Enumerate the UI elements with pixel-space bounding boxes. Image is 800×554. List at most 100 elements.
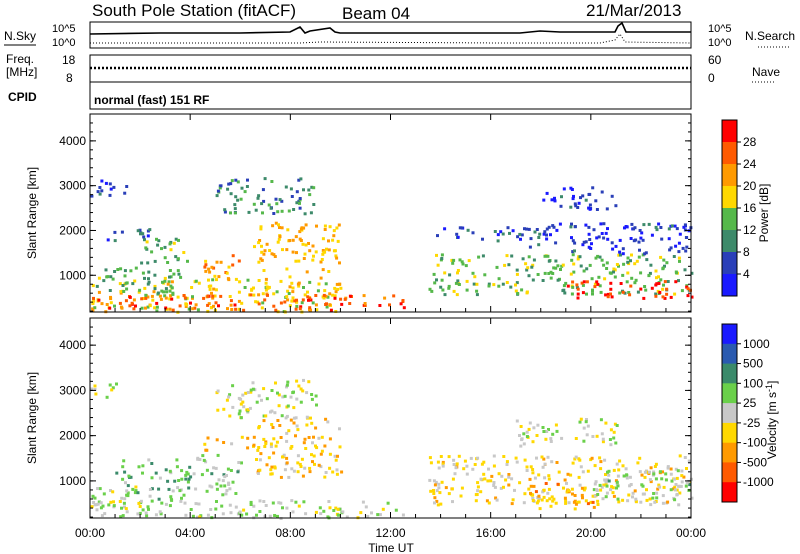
power-cell (602, 222, 606, 226)
power-cell (536, 273, 540, 276)
velocity-cell (538, 507, 542, 511)
velocity-cell (653, 465, 657, 468)
power-colorbar-tick-label: 28 (743, 135, 757, 149)
power-cell (440, 253, 444, 257)
power-cell (118, 282, 122, 286)
power-cell (223, 208, 227, 212)
velocity-cell (674, 483, 678, 486)
velocity-cell (273, 466, 277, 470)
power-cell (538, 232, 542, 236)
power-cell (229, 299, 233, 303)
velocity-cell (432, 479, 436, 483)
power-cell (560, 264, 564, 268)
power-cell (269, 206, 273, 210)
power-cell (291, 286, 295, 290)
velocity-cell (624, 467, 628, 471)
velocity-cell (101, 504, 105, 508)
power-cell (667, 237, 671, 241)
power-cell (171, 308, 175, 312)
velocity-cell (312, 435, 315, 439)
velocity-cell (93, 388, 97, 391)
power-cell (329, 308, 333, 312)
velocity-cell (573, 457, 577, 461)
power-cell (150, 250, 154, 254)
velocity-cell (543, 462, 547, 466)
power-cell (673, 224, 677, 228)
power-cell (197, 281, 201, 285)
velocity-cell (301, 389, 305, 393)
x-tick-label: 00:00 (75, 526, 105, 540)
velocity-cell (590, 456, 594, 460)
velocity-cell (150, 476, 154, 480)
velocity-cell (310, 393, 314, 396)
power-cell (95, 284, 99, 288)
power-cell (322, 250, 326, 254)
velocity-cell (510, 477, 514, 481)
velocity-cell (621, 464, 625, 468)
power-cell (113, 230, 117, 234)
power-cell (92, 296, 95, 300)
power-cell (310, 185, 314, 189)
power-cell (327, 270, 331, 273)
velocity-cell (179, 499, 183, 503)
power-cell (571, 197, 575, 201)
velocity-cell (270, 389, 274, 392)
velocity-cell (177, 479, 181, 482)
velocity-cell (386, 501, 390, 505)
power-cell (116, 268, 120, 271)
velocity-cell (492, 481, 496, 484)
power-cell (160, 247, 163, 251)
velocity-ytick-label: 4000 (59, 338, 86, 352)
power-cell (253, 245, 256, 249)
velocity-cell (318, 506, 322, 510)
power-cell (684, 236, 688, 239)
power-cell (569, 272, 573, 276)
velocity-cell (690, 496, 694, 500)
power-cell (654, 225, 658, 229)
power-cell (573, 202, 577, 206)
power-cell (189, 301, 192, 305)
power-cell (600, 190, 604, 194)
power-cell (576, 287, 580, 291)
power-cell (317, 282, 321, 286)
power-cell (237, 307, 241, 311)
power-cell (138, 288, 142, 292)
power-cell (108, 289, 112, 292)
power-cell (475, 289, 479, 293)
power-cell (172, 272, 176, 276)
velocity-cell (436, 460, 440, 464)
velocity-cell (582, 426, 586, 430)
power-cell (210, 265, 214, 269)
power-cell (604, 231, 608, 235)
velocity-cell (596, 503, 600, 506)
power-cell (268, 249, 272, 252)
velocity-cell (195, 515, 199, 519)
power-cell (237, 290, 241, 294)
power-cell (680, 289, 684, 293)
velocity-cell (645, 488, 648, 492)
velocity-cell (282, 453, 286, 457)
velocity-cell (313, 462, 316, 466)
velocity-cell (601, 497, 605, 501)
power-cell (629, 237, 633, 240)
velocity-cell (657, 483, 661, 487)
velocity-cell (324, 471, 328, 474)
power-cell (644, 288, 648, 292)
velocity-cell (584, 499, 588, 503)
velocity-cell (310, 421, 314, 425)
power-cell (443, 271, 447, 275)
power-cell (598, 255, 602, 259)
velocity-cell (274, 444, 278, 448)
power-cell (308, 249, 312, 253)
power-cell (159, 297, 163, 301)
velocity-cell (582, 488, 586, 492)
power-cell (144, 293, 148, 297)
power-cell (492, 283, 496, 287)
power-cell (496, 239, 500, 243)
power-cell (574, 204, 578, 208)
power-cell (433, 281, 437, 285)
power-cell (288, 239, 292, 242)
power-cell (496, 233, 500, 237)
power-cell (245, 185, 249, 188)
power-cell (323, 289, 327, 293)
